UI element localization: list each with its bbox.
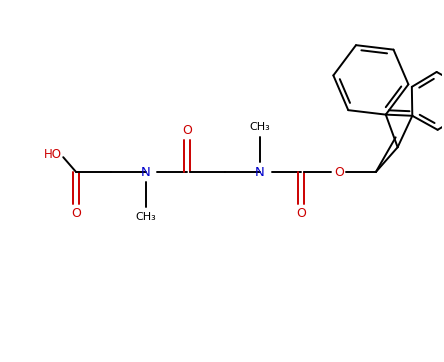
Text: N: N — [141, 165, 151, 178]
Text: O: O — [297, 207, 306, 220]
Text: CH₃: CH₃ — [135, 212, 156, 222]
Text: N: N — [255, 165, 265, 178]
Text: O: O — [71, 207, 81, 220]
Text: O: O — [334, 165, 344, 178]
Text: HO: HO — [44, 148, 62, 161]
Text: CH₃: CH₃ — [250, 122, 270, 132]
Text: O: O — [182, 124, 192, 137]
